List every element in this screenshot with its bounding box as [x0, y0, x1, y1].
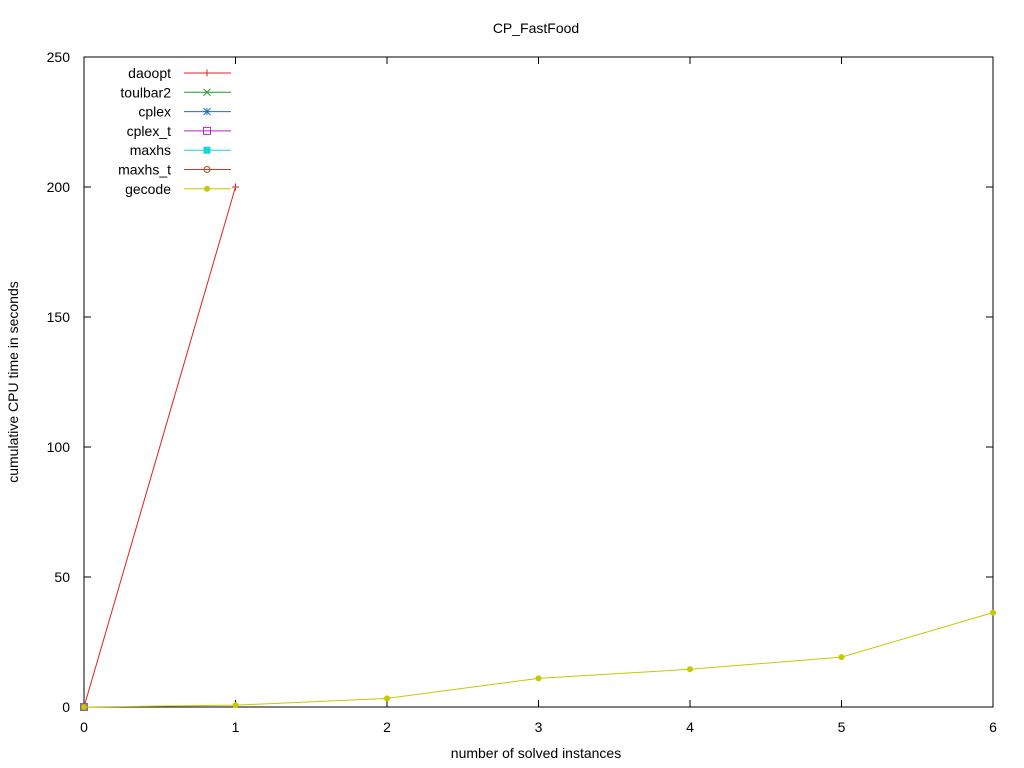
legend-label: cplex	[138, 104, 171, 120]
legend-label: cplex_t	[127, 123, 171, 139]
y-tick-label: 50	[54, 569, 70, 585]
data-point	[203, 69, 211, 77]
y-tick-label: 100	[47, 439, 71, 455]
x-tick-label: 2	[383, 719, 391, 735]
legend-entry-cplex_t: cplex_t	[127, 123, 231, 139]
legend-entry-toulbar2: toulbar2	[120, 84, 231, 100]
x-tick-label: 5	[838, 719, 846, 735]
legend-label: toulbar2	[120, 84, 171, 100]
x-axis-label: number of solved instances	[451, 745, 621, 761]
data-point	[203, 88, 211, 97]
legend-label: maxhs_t	[118, 162, 171, 178]
data-point	[232, 183, 239, 191]
data-point	[203, 166, 211, 173]
data-point	[203, 107, 211, 116]
x-tick-label: 4	[686, 719, 694, 735]
legend-entry-maxhs: maxhs	[130, 142, 231, 158]
axis-ticks: 0 1 2 3 4 5 6 0 50 100 150 200 250	[47, 49, 997, 735]
data-point	[990, 609, 996, 616]
x-tick-label: 6	[989, 719, 997, 735]
x-tick-label: 0	[80, 719, 88, 735]
series-line	[83, 186, 236, 708]
data-point	[687, 666, 693, 673]
legend-label: maxhs	[130, 142, 171, 158]
legend-entry-gecode: gecode	[125, 181, 231, 197]
y-tick-label: 250	[47, 49, 71, 65]
chart-title: CP_FastFood	[493, 20, 579, 36]
y-tick-label: 0	[62, 699, 70, 715]
data-point	[535, 675, 542, 682]
x-tick-label: 1	[232, 719, 240, 735]
data-point	[203, 146, 211, 154]
data-point	[384, 695, 390, 702]
data-point	[203, 126, 211, 135]
series-gecode	[81, 609, 996, 710]
data-point	[838, 654, 845, 661]
series-daoopt	[80, 183, 239, 711]
legend-entry-daoopt: daoopt	[128, 65, 231, 81]
x-tick-label: 3	[535, 719, 543, 735]
legend-entry-maxhs_t: maxhs_t	[118, 162, 231, 178]
data-point	[204, 185, 210, 192]
series-layer	[80, 183, 996, 711]
y-axis-label: cumulative CPU time in seconds	[5, 281, 21, 483]
legend-label: daoopt	[128, 65, 171, 81]
series-line	[83, 612, 994, 708]
y-tick-label: 200	[47, 179, 71, 195]
legend-entry-cplex: cplex	[138, 104, 231, 120]
legend-label: gecode	[125, 181, 171, 197]
y-tick-label: 150	[47, 309, 71, 325]
data-point	[81, 704, 87, 710]
data-point	[232, 702, 239, 709]
plot-frame	[83, 56, 994, 708]
